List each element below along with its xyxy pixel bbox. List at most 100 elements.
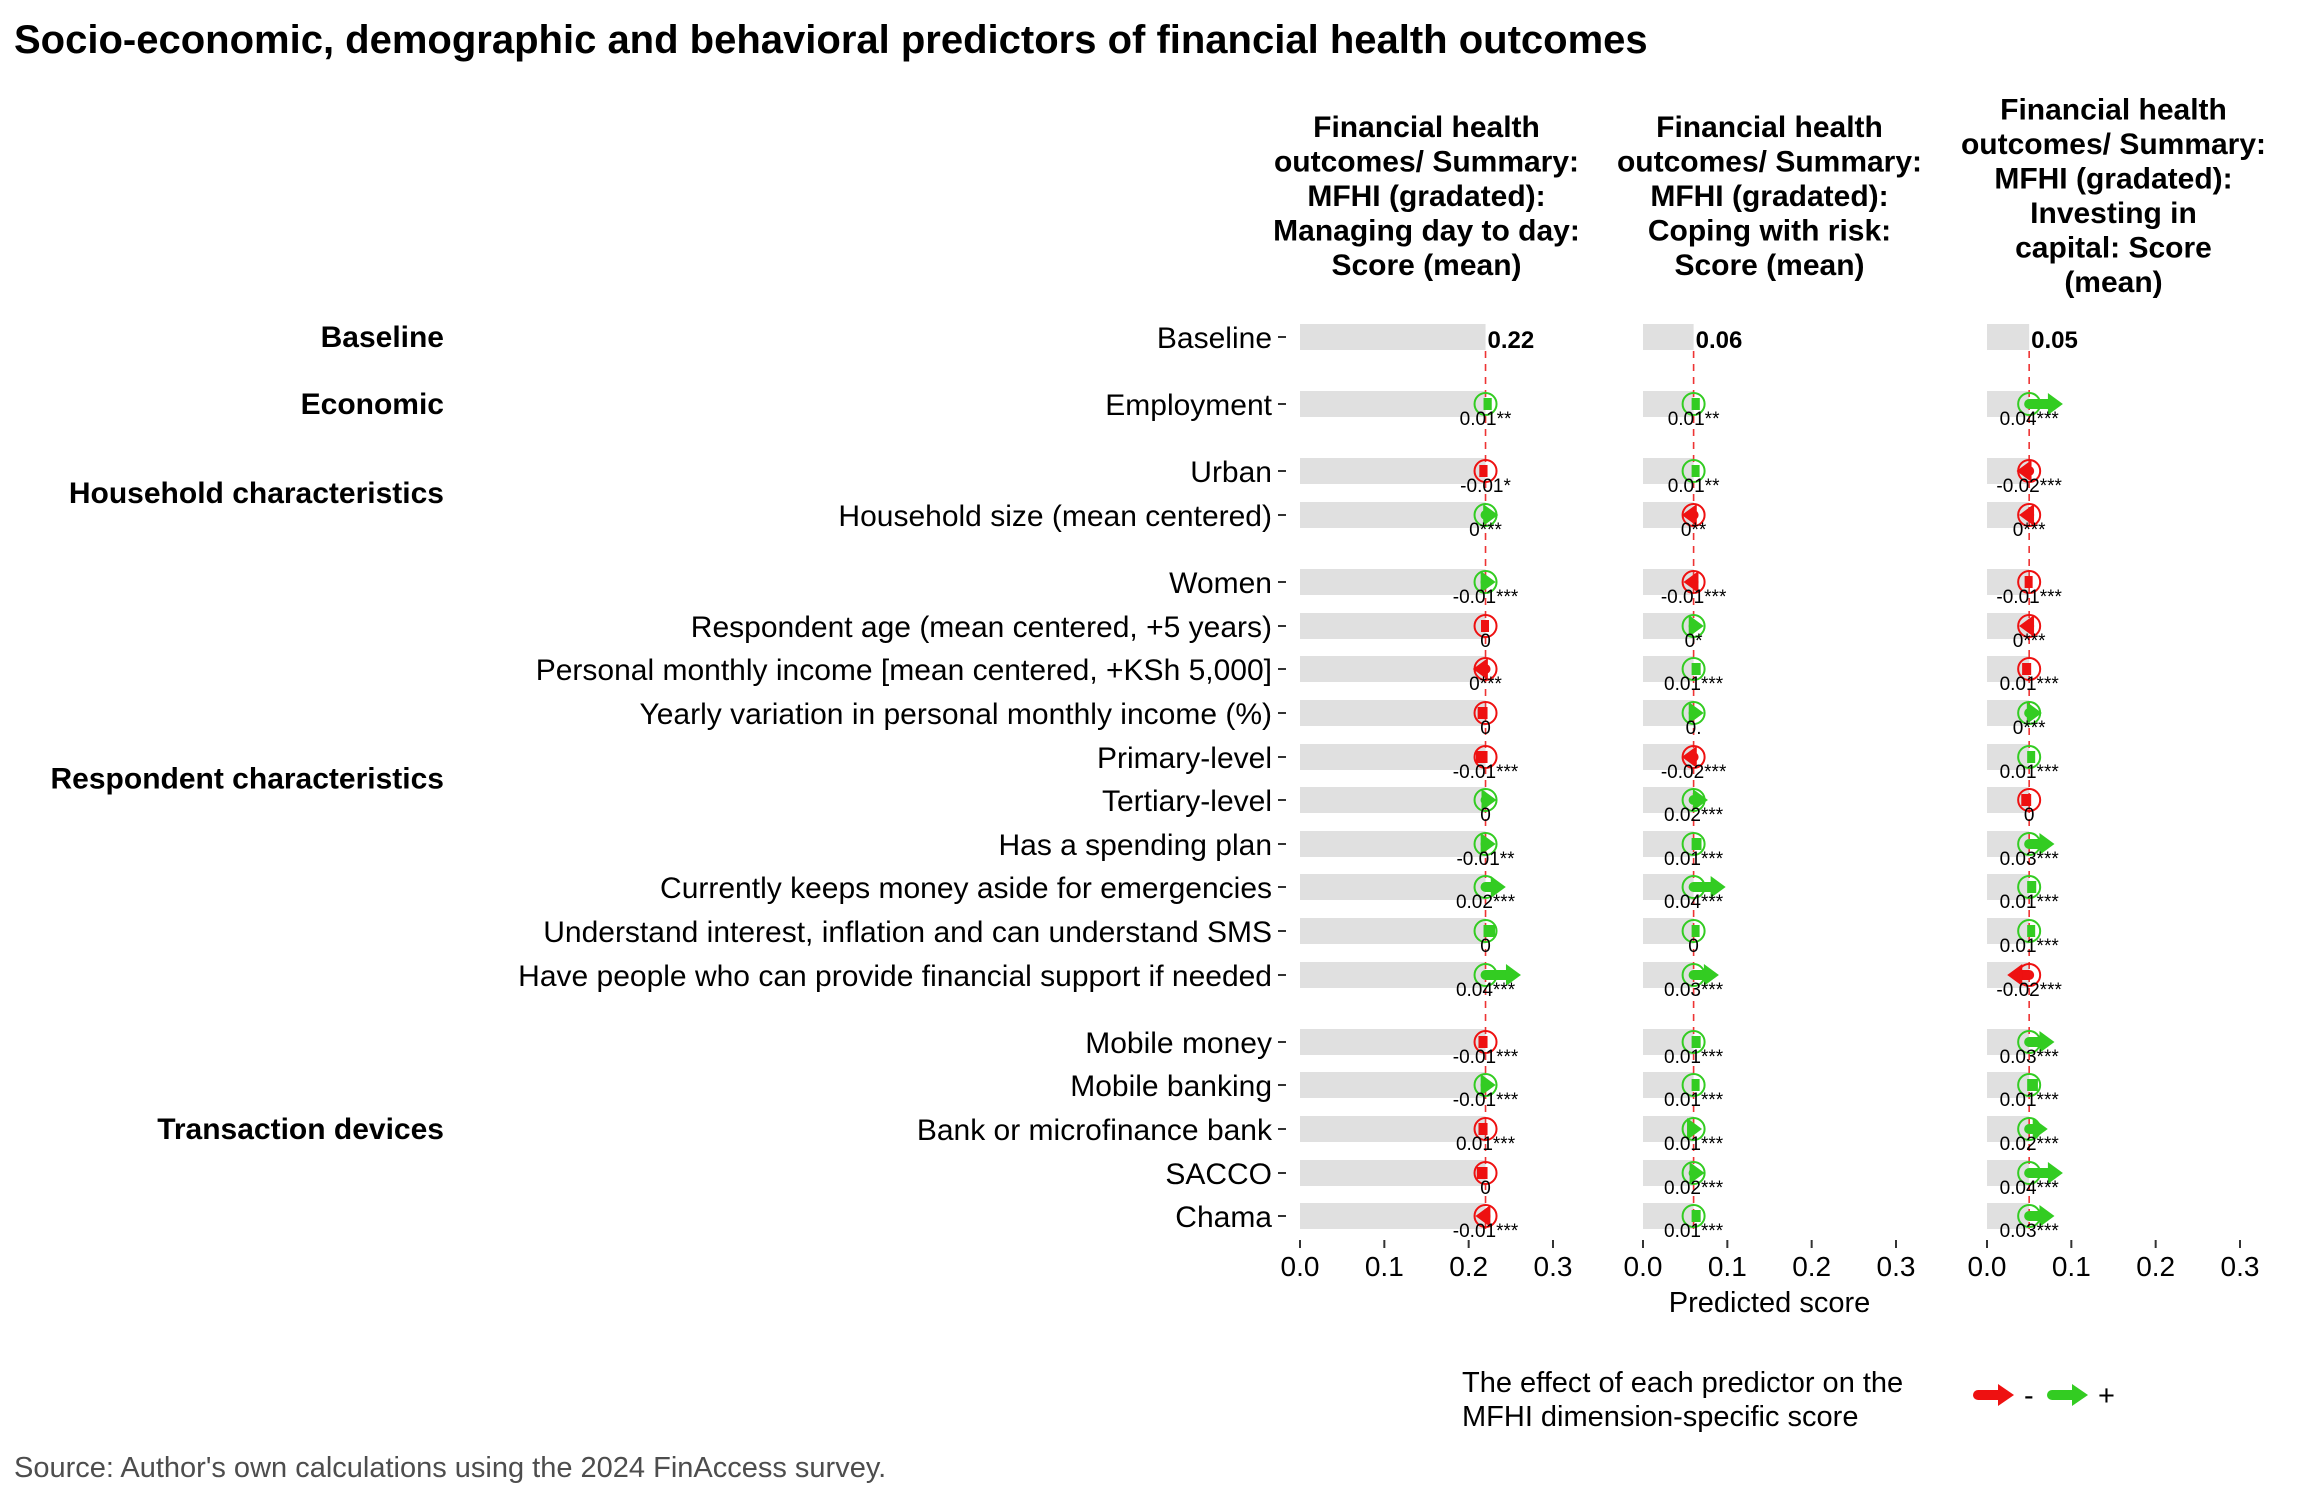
- effect-arrow-shaft: [2021, 794, 2032, 806]
- effect-arrow-head: [2047, 393, 2063, 415]
- baseline-dot: [1681, 788, 1706, 812]
- baseline-dot: [1681, 919, 1706, 943]
- row-label: Understand interest, inflation and can u…: [543, 916, 1272, 949]
- baseline-bar: [1300, 1072, 1486, 1098]
- effect-arrow-head: [1703, 964, 1719, 986]
- baseline-dot: [2017, 919, 2042, 943]
- baseline-dot: [1473, 1073, 1498, 1097]
- baseline-bar: [1300, 613, 1486, 639]
- baseline-bar: [1643, 1029, 1694, 1055]
- row-label: Tertiary-level: [1102, 785, 1272, 818]
- effect-arrow-head: [2007, 964, 2023, 986]
- baseline-bar: [1643, 1160, 1694, 1186]
- row-label: Mobile banking: [1070, 1070, 1272, 1103]
- baseline-dot: [2017, 503, 2042, 527]
- effect-value-label: 0.02***: [1456, 892, 1516, 913]
- baseline-dot: [1681, 745, 1706, 769]
- baseline-dot: [2017, 1161, 2042, 1185]
- effect-value-label: 0.01***: [1664, 1090, 1724, 1111]
- baseline-dot: [1473, 963, 1498, 987]
- effect-value-label: 0.04***: [2000, 1178, 2060, 1199]
- baseline-bar: [1300, 569, 1486, 595]
- x-axis-label: Predicted score: [1669, 1287, 1871, 1319]
- baseline-dot: [1473, 614, 1498, 638]
- effect-value-label: 0.01**: [1460, 409, 1512, 430]
- effect-arrow-shaft: [1483, 398, 1492, 410]
- effect-arrow-shaft: [1691, 925, 1700, 937]
- baseline-bar: [1300, 1116, 1486, 1142]
- effect-arrow-shaft: [1691, 1079, 1700, 1091]
- effect-value-label: 0.01***: [1456, 1134, 1516, 1155]
- effect-arrow-shaft: [2027, 881, 2037, 893]
- baseline-dot: [1473, 832, 1498, 856]
- panel-title-line: Investing in: [2030, 197, 2197, 230]
- effect-value-label: -0.01***: [1661, 587, 1727, 608]
- panel-title-line: outcomes/ Summary:: [1274, 146, 1579, 179]
- baseline-bar: [1300, 656, 1486, 682]
- effect-arrow-shaft: [1691, 663, 1701, 675]
- effect-value-label: 0: [1480, 631, 1491, 652]
- effect-arrow-head: [2016, 460, 2032, 482]
- effect-value-label: 0.03***: [1664, 980, 1724, 1001]
- effect-value-label: 0.: [1686, 718, 1702, 739]
- effect-value-label: 0*: [1685, 631, 1704, 652]
- effect-arrow-shaft: [1475, 751, 1488, 763]
- row-label: Mobile money: [1085, 1027, 1272, 1060]
- effect-value-label: 0.02***: [1664, 805, 1724, 826]
- effect-value-label: 0.01***: [2000, 674, 2060, 695]
- effect-value-label: -0.01*: [1460, 476, 1511, 497]
- effect-arrow-head: [1480, 1074, 1496, 1096]
- baseline-dot: [1681, 701, 1706, 725]
- effect-arrow-shaft: [1476, 1167, 1488, 1179]
- baseline-dot: [1681, 1073, 1706, 1097]
- baseline-dot: [2017, 570, 2042, 594]
- chart-title: Socio-economic, demographic and behavior…: [14, 18, 1648, 62]
- baseline-dot: [1473, 919, 1498, 943]
- effect-arrow-head: [2026, 702, 2042, 724]
- effect-value-label: 0: [1480, 805, 1491, 826]
- effect-arrow-head: [1481, 789, 1497, 811]
- baseline-dot: [2017, 788, 2042, 812]
- row-label: Urban: [1190, 456, 1272, 489]
- effect-arrow-head: [1683, 571, 1699, 593]
- baseline-bar: [1643, 918, 1694, 944]
- effect-arrow-shaft: [1691, 1210, 1701, 1222]
- effect-value-label: 0.01***: [2000, 1090, 2060, 1111]
- panel-title-line: capital: Score: [2015, 232, 2212, 265]
- effect-value-label: 0: [1480, 718, 1491, 739]
- row-label: Women: [1169, 567, 1272, 600]
- panel-title-line: Managing day to day:: [1273, 215, 1580, 248]
- baseline-bar: [1643, 831, 1694, 857]
- legend-title: MFHI dimension-specific score: [1462, 1401, 1858, 1433]
- effect-value-label: 0.04***: [1456, 980, 1516, 1001]
- x-tick-label: 0.0: [1968, 1251, 2007, 1282]
- panel-title-line: (mean): [2064, 266, 2162, 299]
- effect-arrow-shaft: [1477, 707, 1488, 719]
- effect-value-label: 0.01***: [1664, 674, 1724, 695]
- effect-value-label: 0.01***: [1664, 1134, 1724, 1155]
- effect-value-label: 0: [2024, 805, 2035, 826]
- baseline-bar: [1300, 744, 1486, 770]
- effect-arrow-shaft: [2024, 576, 2033, 588]
- row-label: Currently keeps money aside for emergenc…: [660, 872, 1272, 905]
- x-tick-label: 0.3: [2221, 1251, 2260, 1282]
- effect-value-label: 0.01***: [2000, 936, 2060, 957]
- effect-value-label: 0.02***: [2000, 1134, 2060, 1155]
- panel-title-line: MFHI (gradated):: [1307, 180, 1545, 213]
- effect-arrow-head: [1480, 571, 1496, 593]
- row-label: Employment: [1105, 389, 1272, 422]
- baseline-dot: [1473, 392, 1498, 416]
- effect-arrow-shaft: [1691, 1036, 1701, 1048]
- x-tick-label: 0.2: [1792, 1251, 1831, 1282]
- x-tick-label: 0.1: [1365, 1251, 1404, 1282]
- effect-arrow-head: [1687, 1118, 1703, 1140]
- baseline-dot: [2017, 701, 2042, 725]
- effect-arrow-shaft: [1479, 465, 1488, 477]
- panel-title-line: outcomes/ Summary:: [1961, 128, 2266, 161]
- effect-value-label: 0.01**: [1668, 476, 1720, 497]
- x-tick-label: 0.1: [1708, 1251, 1747, 1282]
- effect-value-label: 0.01***: [2000, 762, 2060, 783]
- effect-arrow-head: [1480, 833, 1496, 855]
- row-label: Baseline: [1157, 322, 1272, 355]
- effect-arrow-head: [2039, 1031, 2055, 1053]
